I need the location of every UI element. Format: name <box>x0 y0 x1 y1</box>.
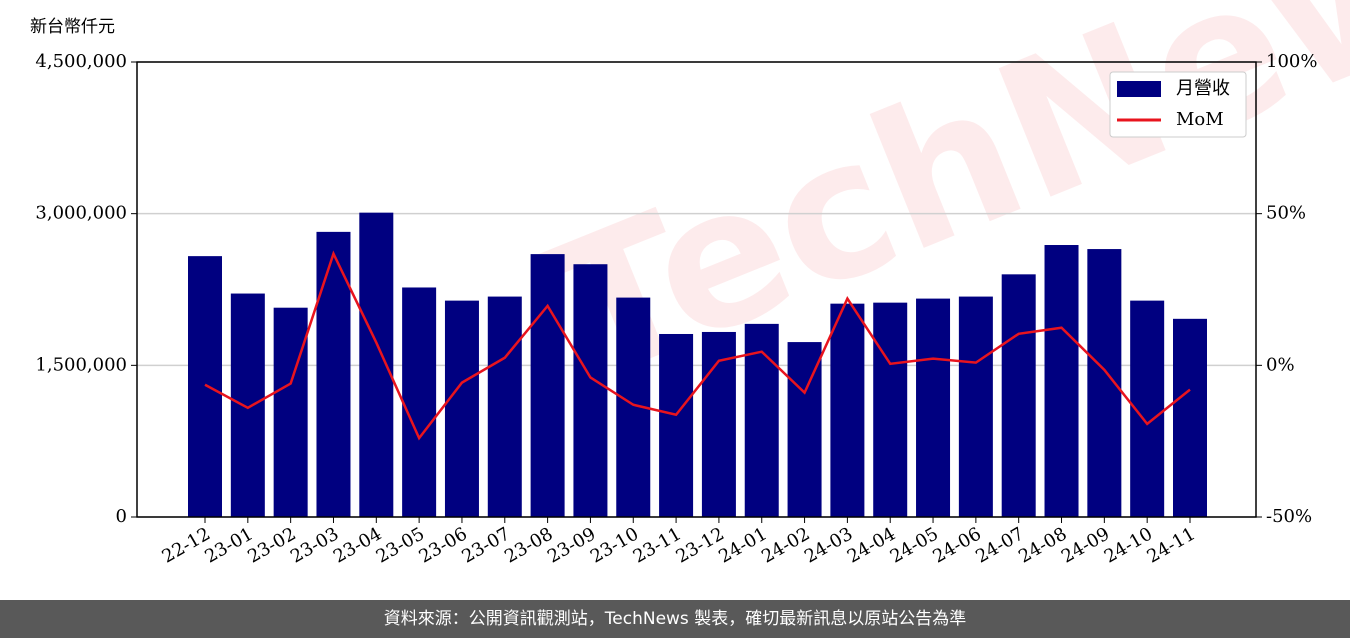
x-tick-label: 23-01 <box>201 523 256 567</box>
x-tick-label: 23-08 <box>501 523 556 567</box>
bar <box>701 331 736 517</box>
legend-label: 月營收 <box>1176 78 1230 99</box>
y2-tick-label: 100% <box>1266 51 1317 72</box>
bar <box>273 307 308 517</box>
x-tick-label: 23-09 <box>544 523 599 567</box>
x-tick-label: 23-03 <box>287 523 342 567</box>
x-tick-label: 24-11 <box>1144 523 1199 567</box>
bar <box>744 323 779 517</box>
bar <box>916 298 951 517</box>
bar <box>359 212 394 517</box>
legend-swatch <box>1117 81 1161 97</box>
bar <box>444 300 479 517</box>
y-tick-label: 4,500,000 <box>35 51 127 72</box>
bar <box>873 302 908 517</box>
bar <box>1173 318 1207 517</box>
legend: 月營收 MoM <box>1109 71 1247 138</box>
bar <box>188 256 222 517</box>
x-tick-label: 23-06 <box>416 523 471 567</box>
x-tick-label: 24-03 <box>801 523 856 567</box>
x-tick-label: 24-09 <box>1058 523 1113 567</box>
x-tick-label: 23-07 <box>458 523 513 567</box>
bar <box>659 333 694 517</box>
x-tick-label: 23-02 <box>244 523 299 567</box>
x-tick-label: 23-04 <box>330 523 385 567</box>
x-tick-label: 24-01 <box>715 523 770 567</box>
bar <box>573 264 608 517</box>
bar <box>316 231 351 517</box>
x-tick-label: 23-11 <box>630 523 685 567</box>
x-tick-label: 24-04 <box>844 523 899 567</box>
y-tick-label: 1,500,000 <box>35 354 127 375</box>
bar <box>830 303 865 517</box>
y2-tick-label: 50% <box>1266 203 1306 224</box>
y-tick-label: 0 <box>116 506 127 527</box>
x-tick-label: 24-10 <box>1101 523 1156 567</box>
plot-frame <box>136 61 1257 518</box>
y-axis-label: 新台幣仟元 <box>30 17 115 37</box>
x-tick-label: 24-08 <box>1015 523 1070 567</box>
bar <box>958 296 993 517</box>
bar <box>1044 245 1079 517</box>
chart: TechNews 新台幣仟元 01,500,0003,000,0004,500,… <box>30 0 1350 568</box>
x-tick-label: 24-05 <box>887 523 942 567</box>
x-tick-label: 22-12 <box>159 523 214 567</box>
x-tick-label: 23-05 <box>373 523 428 567</box>
x-tick-label: 24-06 <box>929 523 984 567</box>
y2-tick-label: -50% <box>1266 506 1312 527</box>
footer: 資料來源：公開資訊觀測站，TechNews 製表，確切最新訊息以原站公告為準 <box>0 600 1350 638</box>
x-tick-label: 24-02 <box>758 523 813 567</box>
bar <box>402 287 437 517</box>
line <box>204 250 1191 441</box>
bar <box>787 342 822 517</box>
x-tick-label: 23-10 <box>587 523 642 567</box>
bar <box>487 296 522 517</box>
x-tick-label: 23-12 <box>672 523 727 567</box>
bar <box>530 254 565 517</box>
x-tick-label: 24-07 <box>972 523 1027 567</box>
y-tick-label: 3,000,000 <box>35 203 127 224</box>
bar <box>230 293 265 517</box>
bar <box>1001 274 1036 517</box>
legend-label: MoM <box>1176 109 1224 130</box>
y2-tick-label: 0% <box>1266 354 1295 375</box>
